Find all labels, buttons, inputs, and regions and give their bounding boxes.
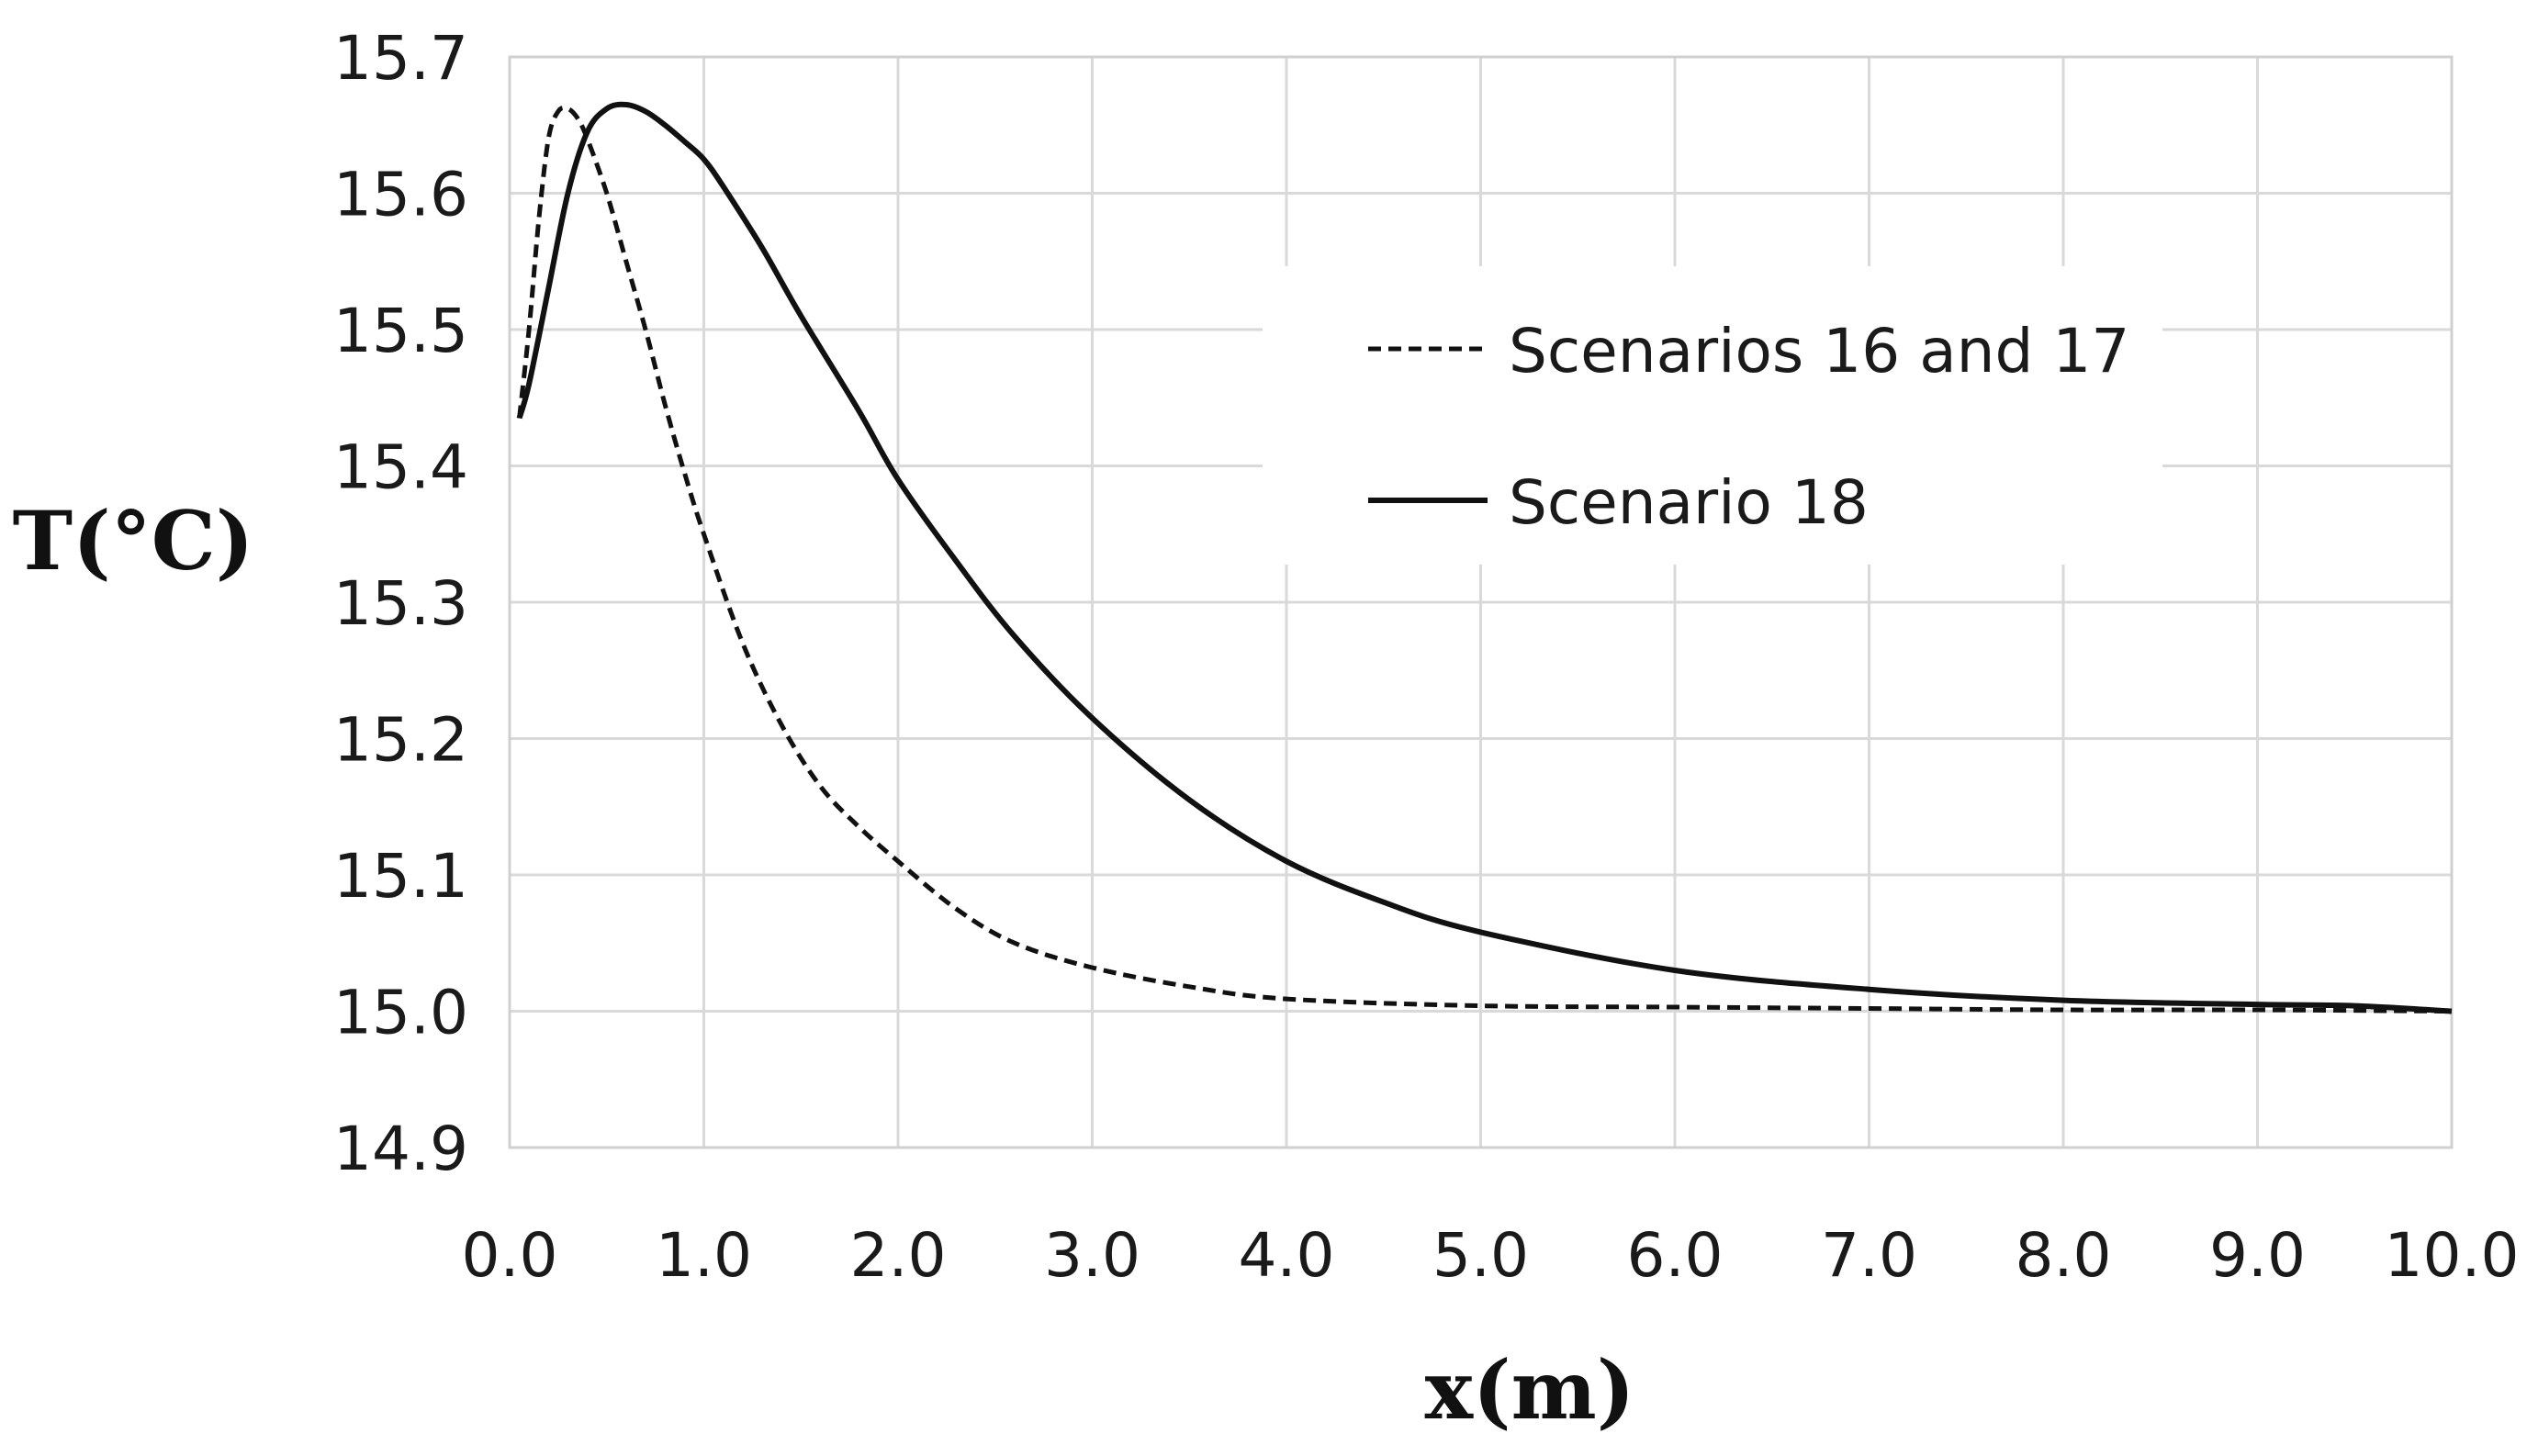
plot-frame [508,55,2454,1149]
x-tick-label: 10.0 [2385,1220,2520,1291]
x-tick-label: 4.0 [1239,1220,1335,1291]
x-tick-label: 9.0 [2209,1220,2306,1291]
y-tick-label: 15.2 [333,705,468,776]
x-axis-title: x(m) [1425,1342,1635,1438]
y-tick-label: 15.4 [333,432,468,503]
x-tick-label: 1.0 [656,1220,752,1291]
y-tick-label: 15.3 [333,568,468,639]
y-tick-label: 15.0 [333,978,468,1048]
x-axis-ticks: 0.0 1.0 2.0 3.0 4.0 5.0 6.0 7.0 8.0 9.0 10.0 [462,1220,2520,1291]
y-tick-label: 15.7 [333,23,468,94]
x-tick-label: 6.0 [1627,1220,1724,1291]
x-tick-label: 5.0 [1432,1220,1529,1291]
x-tick-label: 0.0 [462,1220,558,1291]
x-tick-label: 2.0 [850,1220,947,1291]
y-axis-title: T(°C) [13,493,254,588]
x-tick-label: 3.0 [1044,1220,1140,1291]
y-tick-label: 15.6 [333,160,468,230]
y-tick-label: 14.9 [333,1114,468,1184]
grid [508,55,2454,1149]
legend: Scenarios 16 and 17 Scenario 18 [1263,266,2162,565]
y-tick-label: 15.1 [333,841,468,912]
series-group [516,101,2453,1014]
y-axis-ticks: 15.7 15.6 15.5 15.4 15.3 15.2 15.1 15.0 14.9 [333,23,468,1184]
series-line-scenarios-16-17 [517,105,2453,1014]
x-tick-label: 8.0 [2016,1220,2112,1291]
series-line-scenario-18 [516,101,2453,1014]
legend-label-scenarios-16-17: Scenarios 16 and 17 [1509,316,2129,386]
y-tick-label: 15.5 [333,296,468,366]
legend-background [1263,266,2162,565]
x-tick-label: 7.0 [1821,1220,1917,1291]
legend-label-scenario-18: Scenario 18 [1509,467,1869,538]
